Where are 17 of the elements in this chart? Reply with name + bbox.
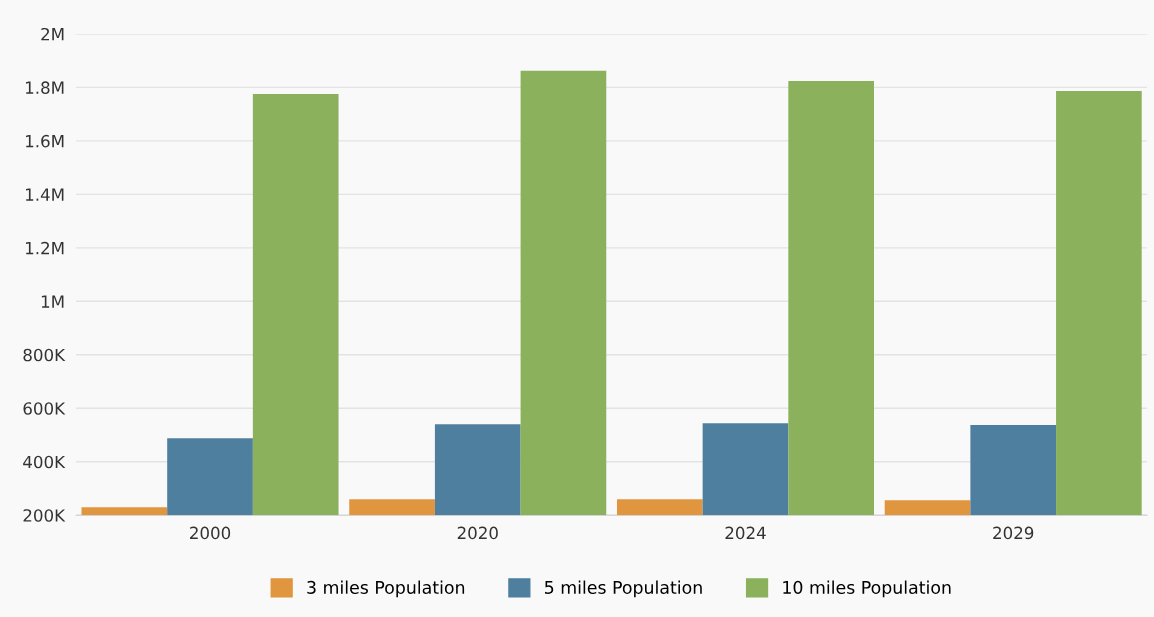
x-tick-label: 2020 [457,526,498,540]
legend-label: 5 miles Population [545,580,702,598]
x-tick-label: 2000 [190,526,231,540]
x-tick-label: 2024 [725,526,766,540]
x-tick-label: 2029 [993,526,1034,540]
y-tick-label: 1.2M [26,241,64,255]
y-tick-label: 400K [23,455,66,469]
y-tick-label: 1.8M [26,81,64,94]
y-tick-label: 600K [23,402,66,415]
y-tick-label: 1.4M [26,188,64,201]
y-tick-label: 1M [41,295,64,308]
y-tick-label: 2M [41,27,64,41]
y-tick-label: 1.6M [26,134,64,148]
legend-label: 3 miles Population [307,580,465,598]
y-tick-label: 200K [23,509,66,522]
legend-label: 10 miles Population [783,580,951,598]
y-tick-label: 800K [23,348,66,362]
